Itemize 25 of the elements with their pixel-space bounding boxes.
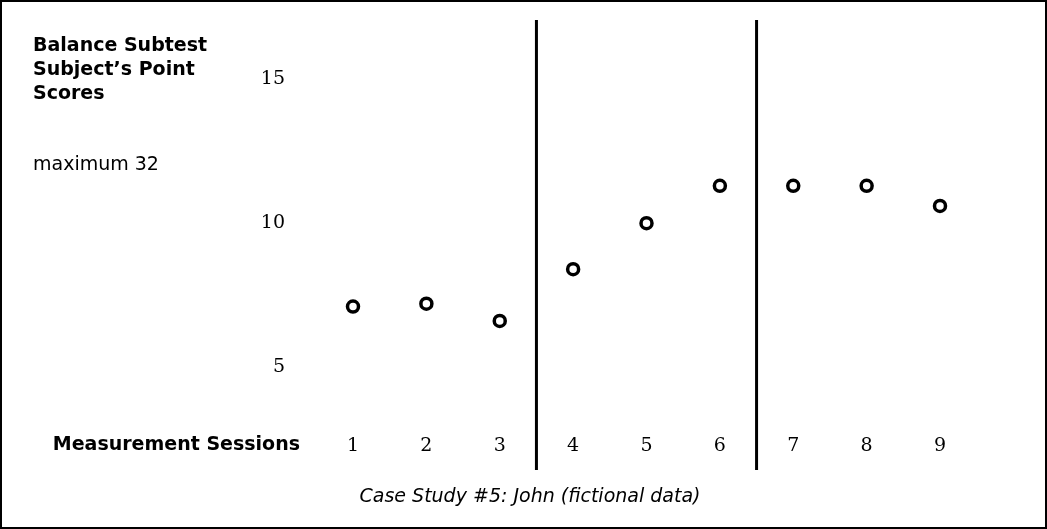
x-tick-label: 9 xyxy=(933,433,947,456)
x-tick-label: 6 xyxy=(713,433,726,456)
point xyxy=(712,178,728,194)
point xyxy=(932,198,948,214)
x-tick-label: 4 xyxy=(567,433,580,456)
y-tick-label: 5 xyxy=(272,353,285,376)
x-tick-label: 2 xyxy=(420,433,433,456)
point xyxy=(639,215,654,231)
x-axis-title: Measurement Sessions xyxy=(52,431,300,454)
y-tick-label: 15 xyxy=(260,66,285,89)
x-tick-label: 8 xyxy=(860,433,873,456)
text: Case Study #5: John (fictional data) xyxy=(359,483,701,506)
point xyxy=(492,313,507,329)
point xyxy=(565,261,581,277)
point xyxy=(419,296,434,311)
text: maximum 32 xyxy=(33,152,159,174)
x-tick-label: 1 xyxy=(346,433,360,456)
x-tick-label: 3 xyxy=(493,433,506,456)
y-tick-label: 10 xyxy=(260,210,285,233)
point xyxy=(859,178,874,194)
point xyxy=(786,178,801,194)
y-axis-title: Balance Subtest Subject’s Point Scores xyxy=(33,32,209,104)
x-tick-label: 5 xyxy=(640,433,653,456)
x-tick-label: 7 xyxy=(787,433,800,456)
point xyxy=(345,299,361,314)
